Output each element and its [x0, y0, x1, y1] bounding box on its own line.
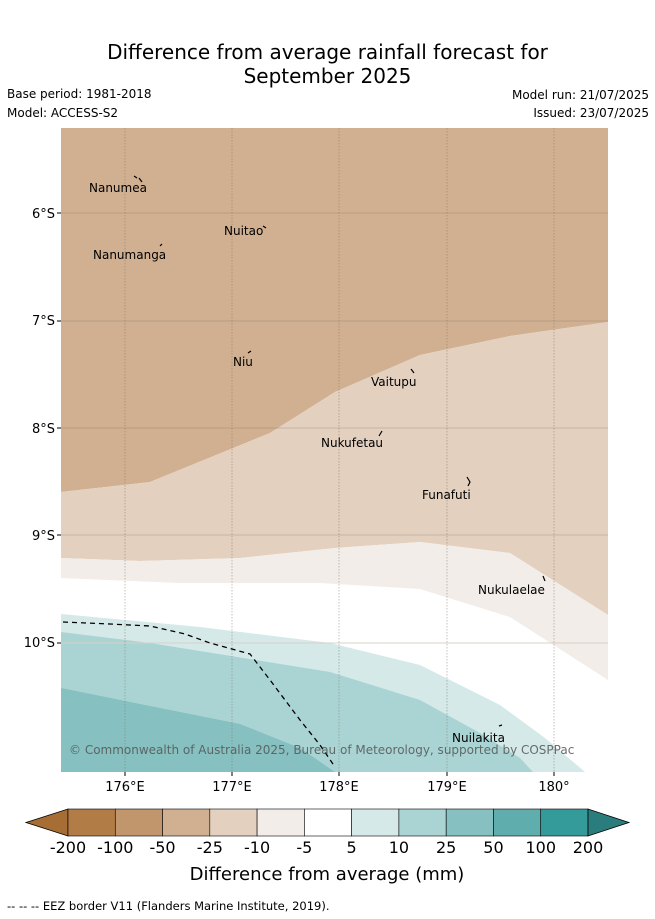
- colorbar-arrow-high: [587, 808, 631, 837]
- colorbar-tick-label: 5: [347, 838, 357, 857]
- model-run-date: Model run: 21/07/2025: [511, 88, 649, 102]
- place-label-vaitupu: Vaitupu: [371, 375, 417, 389]
- colorbar-segment: [209, 808, 258, 837]
- lon-label-178e: 178°E: [319, 780, 359, 795]
- eez-footnote: -- -- -- EEZ border V11 (Flanders Marine…: [7, 899, 330, 913]
- eez-border: [62, 621, 336, 768]
- place-label-nukufetau: Nukufetau: [321, 436, 383, 450]
- colorbar-segment: [445, 808, 494, 837]
- colorbar-tick-label: -5: [296, 838, 312, 857]
- place-label-nukulaelae: Nukulaelae: [478, 583, 545, 597]
- colorbar-arrow-low: [24, 808, 69, 837]
- colorbar-tick-label: -200: [50, 838, 86, 857]
- map-title: Difference from average rainfall forecas…: [0, 40, 655, 88]
- colorbar-tick-label: 100: [525, 838, 556, 857]
- colorbar-segment: [67, 808, 116, 837]
- title-line-1: Difference from average rainfall forecas…: [107, 40, 548, 64]
- region-minus-10-to-minus-5: [61, 542, 608, 680]
- island-nuilakita-shape: [498, 724, 503, 727]
- place-labels: Nanumea Nuitao Nanumanga Niu Vaitupu Nuk…: [89, 181, 545, 745]
- islands: [133, 175, 546, 727]
- region-25-to-50: [61, 688, 335, 772]
- colorbar-tick-label: -10: [244, 838, 270, 857]
- copyright-notice: © Commonwealth of Australia 2025, Bureau…: [69, 743, 574, 757]
- lat-label-9s: 9°S: [32, 529, 55, 544]
- colorbar-label: Difference from average (mm): [190, 864, 465, 885]
- lon-labels: 176°E 177°E 178°E 179°E 180°: [105, 780, 569, 795]
- lat-labels: 6°S 7°S 8°S 9°S 10°S: [24, 207, 55, 651]
- colorbar: [24, 808, 631, 837]
- title-line-2: September 2025: [243, 64, 412, 88]
- colorbar-tick-label: 200: [573, 838, 604, 857]
- lon-label-177e: 177°E: [212, 780, 252, 795]
- island-vaitupu-shape: [410, 368, 415, 374]
- lon-label-179e: 179°E: [427, 780, 467, 795]
- colorbar-segment: [162, 808, 211, 837]
- colorbar-tick-labels: -200 -100 -50 -25 -10 -5 5 10 25 50 100 200: [50, 838, 603, 857]
- island-nukufetau-shape: [378, 430, 383, 437]
- colorbar-tick-label: 10: [389, 838, 409, 857]
- island-nanumea-shape: [133, 175, 143, 183]
- colorbar-segment: [540, 808, 589, 837]
- base-period: Base period: 1981-2018: [7, 87, 152, 101]
- colorbar-segment: [351, 808, 400, 837]
- model-name: Model: ACCESS-S2: [7, 106, 119, 120]
- island-nuitao-shape: [262, 225, 267, 229]
- colorbar-tick-label: 25: [436, 838, 456, 857]
- graticule: [61, 128, 608, 772]
- place-label-nuilakita: Nuilakita: [452, 731, 505, 745]
- island-nukulaelae-shape: [542, 575, 546, 582]
- colorbar-tick-label: -25: [197, 838, 223, 857]
- colorbar-segment: [114, 808, 163, 837]
- axis-ticks: [57, 212, 555, 776]
- lat-label-10s: 10°S: [24, 636, 55, 651]
- lon-label-180: 180°: [538, 780, 569, 795]
- region-minus-25-to-minus-10: [61, 322, 608, 615]
- colorbar-segment: [256, 808, 305, 837]
- place-label-nanumea: Nanumea: [89, 181, 147, 195]
- colorbar-segment: [304, 808, 352, 837]
- colorbar-segment: [398, 808, 447, 837]
- lat-label-6s: 6°S: [32, 207, 55, 222]
- colorbar-tick-label: -50: [149, 838, 175, 857]
- island-niu-shape: [247, 350, 252, 354]
- map-panel: [61, 128, 608, 772]
- place-label-funafuti: Funafuti: [422, 488, 471, 502]
- place-label-nanumanga: Nanumanga: [93, 248, 166, 262]
- island-nanumanga-shape: [159, 243, 163, 247]
- colorbar-tick-label: 50: [483, 838, 503, 857]
- lat-label-8s: 8°S: [32, 422, 55, 437]
- lon-label-176e: 176°E: [105, 780, 145, 795]
- issued-date: Issued: 23/07/2025: [533, 106, 649, 120]
- place-label-nuitao: Nuitao: [224, 224, 263, 238]
- place-label-niu: Niu: [233, 355, 253, 369]
- region-minus-50-to-minus-25: [61, 128, 608, 492]
- island-funafuti-shape: [466, 476, 471, 487]
- lat-label-7s: 7°S: [32, 314, 55, 329]
- colorbar-segment: [493, 808, 542, 837]
- colorbar-tick-label: -100: [97, 838, 133, 857]
- rainfall-map: Nanumea Nuitao Nanumanga Niu Vaitupu Nuk…: [24, 128, 631, 885]
